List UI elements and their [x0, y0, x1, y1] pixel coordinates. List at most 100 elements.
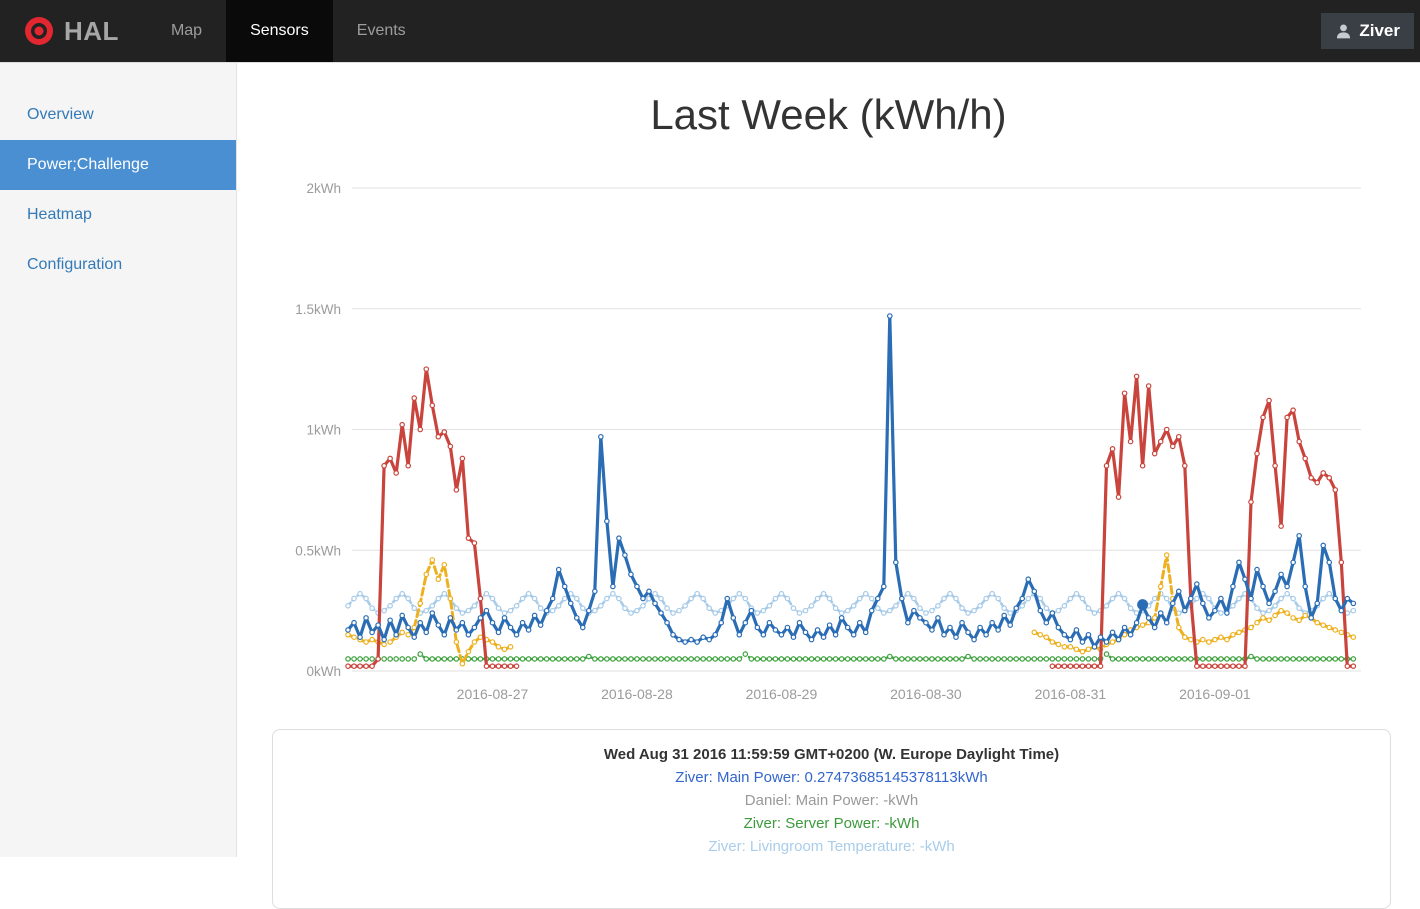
data-point-marker: [1079, 656, 1086, 662]
data-point-marker: [543, 656, 550, 662]
data-point-marker: [1254, 450, 1260, 457]
data-point-marker: [561, 583, 568, 590]
data-point-marker: [1055, 607, 1062, 614]
data-point-marker: [1157, 583, 1164, 590]
data-point-marker: [1206, 656, 1212, 662]
data-point-marker: [411, 605, 418, 612]
data-point-marker: [1266, 600, 1272, 607]
data-point-marker: [1079, 639, 1086, 645]
data-point-marker: [1320, 595, 1327, 602]
data-point-marker: [1266, 607, 1272, 614]
data-point-marker: [748, 607, 755, 614]
data-point-marker: [477, 634, 484, 640]
data-point-marker: [1314, 619, 1321, 626]
data-point-marker: [802, 607, 809, 614]
data-point-marker: [1284, 590, 1290, 597]
data-point-marker: [844, 607, 851, 614]
data-point-marker: [610, 656, 616, 662]
data-point-marker: [923, 619, 929, 626]
data-point-marker: [658, 610, 664, 616]
data-point-marker: [537, 605, 544, 612]
data-point-marker: [519, 656, 526, 662]
nav-item-events[interactable]: Events: [356, 22, 406, 39]
data-point-marker: [730, 615, 737, 621]
data-point-marker: [471, 656, 478, 662]
data-point-marker: [1133, 656, 1140, 662]
data-point-marker: [555, 602, 562, 609]
user-name: Ziver: [1359, 21, 1400, 40]
data-point-marker: [718, 619, 725, 626]
data-point-marker: [1043, 605, 1050, 612]
data-point-marker: [1242, 576, 1248, 583]
data-point-marker: [1338, 607, 1345, 614]
data-point-marker: [694, 590, 700, 597]
bullseye-logo-icon: [25, 17, 53, 45]
data-point-marker: [808, 656, 815, 662]
data-point-marker: [880, 583, 887, 590]
data-point-marker: [369, 605, 375, 612]
y-axis-tick-label: 0kWh: [306, 664, 341, 679]
user-menu[interactable]: Ziver: [1321, 13, 1414, 49]
chart-tooltip-card: Wed Aug 31 2016 11:59:59 GMT+0200 (W. Eu…: [272, 729, 1391, 909]
sidebar-item-configuration[interactable]: Configuration: [27, 256, 123, 273]
data-point-marker: [844, 656, 851, 662]
data-point-marker: [441, 656, 448, 662]
data-point-marker: [1175, 588, 1182, 595]
data-point-marker: [1218, 634, 1224, 640]
data-point-marker: [1266, 656, 1272, 662]
data-point-marker: [995, 627, 1001, 633]
data-point-marker: [760, 656, 767, 662]
data-point-marker: [357, 663, 363, 669]
data-point-marker: [1067, 656, 1074, 662]
data-point-marker: [1350, 634, 1357, 640]
data-point-marker: [1236, 656, 1242, 662]
sidebar-item-overview[interactable]: Overview: [27, 106, 94, 123]
data-point-marker: [1350, 607, 1357, 614]
data-point-marker: [1055, 656, 1062, 662]
data-point-marker: [1314, 600, 1321, 607]
data-point-marker: [345, 627, 351, 633]
data-point-marker: [387, 617, 393, 624]
nav-item-map[interactable]: Map: [170, 22, 203, 39]
data-point-marker: [664, 619, 670, 626]
data-point-marker: [664, 605, 670, 612]
data-point-marker: [507, 663, 514, 669]
data-point-marker: [814, 656, 821, 662]
brand[interactable]: HAL: [0, 0, 147, 62]
data-point-marker: [453, 656, 460, 662]
data-point-marker: [477, 615, 484, 621]
data-point-marker: [929, 656, 935, 662]
data-point-marker: [850, 602, 857, 609]
data-point-marker: [525, 590, 532, 597]
data-point-marker: [369, 636, 375, 643]
x-axis-tick-label: 2016-08-29: [746, 686, 818, 702]
data-point-marker: [682, 656, 688, 662]
nav-item-sensors[interactable]: Sensors: [226, 0, 333, 62]
data-point-marker: [1121, 656, 1128, 662]
data-point-marker: [453, 639, 460, 645]
data-point-marker: [1272, 462, 1278, 469]
sidebar-item-heatmap[interactable]: Heatmap: [27, 206, 92, 223]
data-point-marker: [423, 607, 430, 614]
line-chart[interactable]: 0kWh 0.5kWh 1kWh 1.5kWh 2kWh 2016-08-27 2016-0…: [237, 63, 1420, 731]
y-axis-tick-label: 1kWh: [306, 423, 341, 438]
series-line: [1050, 374, 1355, 668]
data-point-marker: [1031, 629, 1038, 636]
data-point-marker: [1145, 383, 1152, 389]
data-point-marker: [772, 656, 779, 662]
sidebar-item-power-challenge[interactable]: Power;Challenge: [0, 140, 236, 190]
data-point-marker: [953, 656, 959, 662]
data-point-marker: [1344, 595, 1351, 602]
data-point-marker: [567, 600, 574, 607]
data-point-marker: [1121, 595, 1128, 602]
data-point-marker: [1019, 602, 1026, 609]
data-point-marker: [1157, 438, 1164, 445]
data-point-marker: [682, 639, 688, 645]
data-point-marker: [1007, 610, 1014, 616]
data-point-marker: [778, 656, 785, 662]
data-point-marker: [1272, 612, 1278, 619]
data-point-marker: [1278, 595, 1284, 602]
data-point-marker: [435, 656, 442, 662]
data-point-marker: [453, 627, 460, 633]
data-point-marker: [1224, 636, 1230, 643]
